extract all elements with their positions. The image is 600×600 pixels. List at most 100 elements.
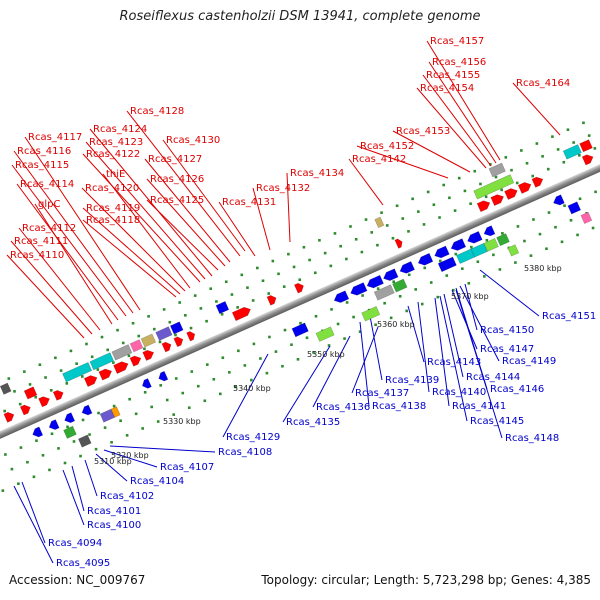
- track-dot: [479, 182, 482, 186]
- leader-line: [13, 485, 54, 564]
- track-dot: [250, 378, 253, 382]
- leader-line: [512, 82, 561, 136]
- gene-shape: [580, 211, 593, 224]
- gene-block: [553, 194, 565, 206]
- gene-shape: [3, 411, 15, 423]
- kbp-tick-label: 5330 kbp: [163, 417, 201, 426]
- leader-line: [24, 136, 141, 311]
- leader-line: [479, 269, 540, 317]
- track-dot: [578, 197, 582, 201]
- track-dot: [551, 135, 554, 138]
- gene-labels: Rcas_4157 Rcas_4156 Rcas_4155 Rcas_4154 Rcas…: [10, 36, 596, 569]
- track-dot: [209, 287, 213, 290]
- gene-shape: [142, 349, 155, 361]
- track-dot: [514, 261, 517, 264]
- track-dot: [572, 141, 575, 144]
- gene-shape: [581, 154, 594, 166]
- leader-line: [16, 183, 119, 321]
- track-dot: [576, 233, 579, 237]
- leader-line: [21, 481, 46, 544]
- gene-block: [488, 162, 506, 178]
- leader-line: [218, 201, 256, 257]
- leader-line: [95, 453, 128, 482]
- track-dot: [454, 252, 458, 256]
- gene-shape: [392, 278, 408, 293]
- gene-features: [0, 139, 594, 448]
- genome-backbone: [0, 156, 600, 447]
- gene-shape: [467, 230, 483, 244]
- track-dot: [290, 343, 293, 347]
- track-dot: [119, 419, 122, 423]
- track-dot: [190, 370, 194, 373]
- track-dot: [4, 453, 7, 456]
- track-dot: [302, 245, 306, 249]
- track-dot: [1, 489, 5, 492]
- track-dot: [398, 295, 402, 298]
- track-dot: [63, 461, 67, 465]
- gene-shape: [23, 386, 38, 400]
- forward-gene-label: thiE: [106, 169, 125, 180]
- track-dot: [141, 427, 144, 430]
- track-dot: [327, 344, 331, 347]
- gene-block: [98, 368, 113, 381]
- leader-line: [312, 335, 351, 408]
- reverse-gene-label: Rcas_4095: [56, 558, 110, 569]
- leader-line: [82, 207, 181, 295]
- track-dot: [261, 279, 265, 283]
- forward-gene-label: Rcas_4126: [150, 174, 204, 185]
- gene-block: [399, 261, 415, 274]
- track-dot: [38, 363, 42, 367]
- track-dot: [566, 128, 570, 132]
- track-dot: [178, 301, 181, 304]
- track-dot: [267, 292, 270, 295]
- reverse-gene-label: Rcas_4139: [385, 375, 439, 386]
- track-dot: [79, 454, 82, 458]
- accession-text: Accession: NC_009767: [9, 573, 146, 587]
- track-dot: [484, 195, 488, 199]
- track-dot: [251, 299, 255, 302]
- track-dot: [380, 211, 383, 214]
- track-dot: [578, 154, 581, 157]
- track-dot: [352, 315, 355, 319]
- kbp-tick-label: 5380 kbp: [524, 264, 562, 273]
- track-dot: [189, 326, 193, 330]
- reverse-gene-label: Rcas_4107: [160, 462, 214, 473]
- gene-block: [567, 201, 582, 215]
- track-dot: [469, 202, 472, 205]
- gene-block: [531, 176, 544, 188]
- gene-shape: [173, 336, 184, 348]
- track-dot: [299, 321, 302, 325]
- gene-block: [450, 238, 467, 251]
- gene-shape: [129, 355, 142, 367]
- backbone-bar: [0, 156, 600, 447]
- track-dot: [292, 265, 296, 269]
- track-dot: [224, 280, 228, 284]
- track-dot: [383, 301, 386, 305]
- track-dot: [376, 243, 379, 247]
- gene-shape: [81, 404, 93, 416]
- leader-line: [443, 293, 464, 378]
- leader-line: [359, 321, 370, 407]
- track-dot: [314, 314, 318, 318]
- track-dot: [525, 161, 529, 165]
- track-dot: [57, 447, 60, 450]
- track-dot: [18, 402, 22, 406]
- gene-block: [579, 139, 593, 153]
- forward-gene-label: Rcas_4130: [166, 135, 220, 146]
- track-dot: [203, 399, 207, 403]
- forward-gene-label: Rcas_4115: [15, 160, 69, 171]
- track-dot: [538, 232, 542, 236]
- track-dot: [28, 383, 32, 386]
- gene-block: [113, 361, 129, 374]
- kbp-tick-label: 5320 kbp: [111, 451, 149, 460]
- gene-block: [186, 331, 196, 342]
- leader-line: [34, 203, 113, 325]
- track-dot: [127, 354, 131, 358]
- reverse-gene-label: Rcas_4100: [87, 520, 141, 531]
- track-dot: [504, 156, 508, 159]
- leader-line: [82, 153, 201, 283]
- track-dot: [423, 266, 427, 270]
- gene-shape: [140, 333, 157, 348]
- gene-block: [562, 144, 582, 160]
- leader-line: [10, 240, 93, 335]
